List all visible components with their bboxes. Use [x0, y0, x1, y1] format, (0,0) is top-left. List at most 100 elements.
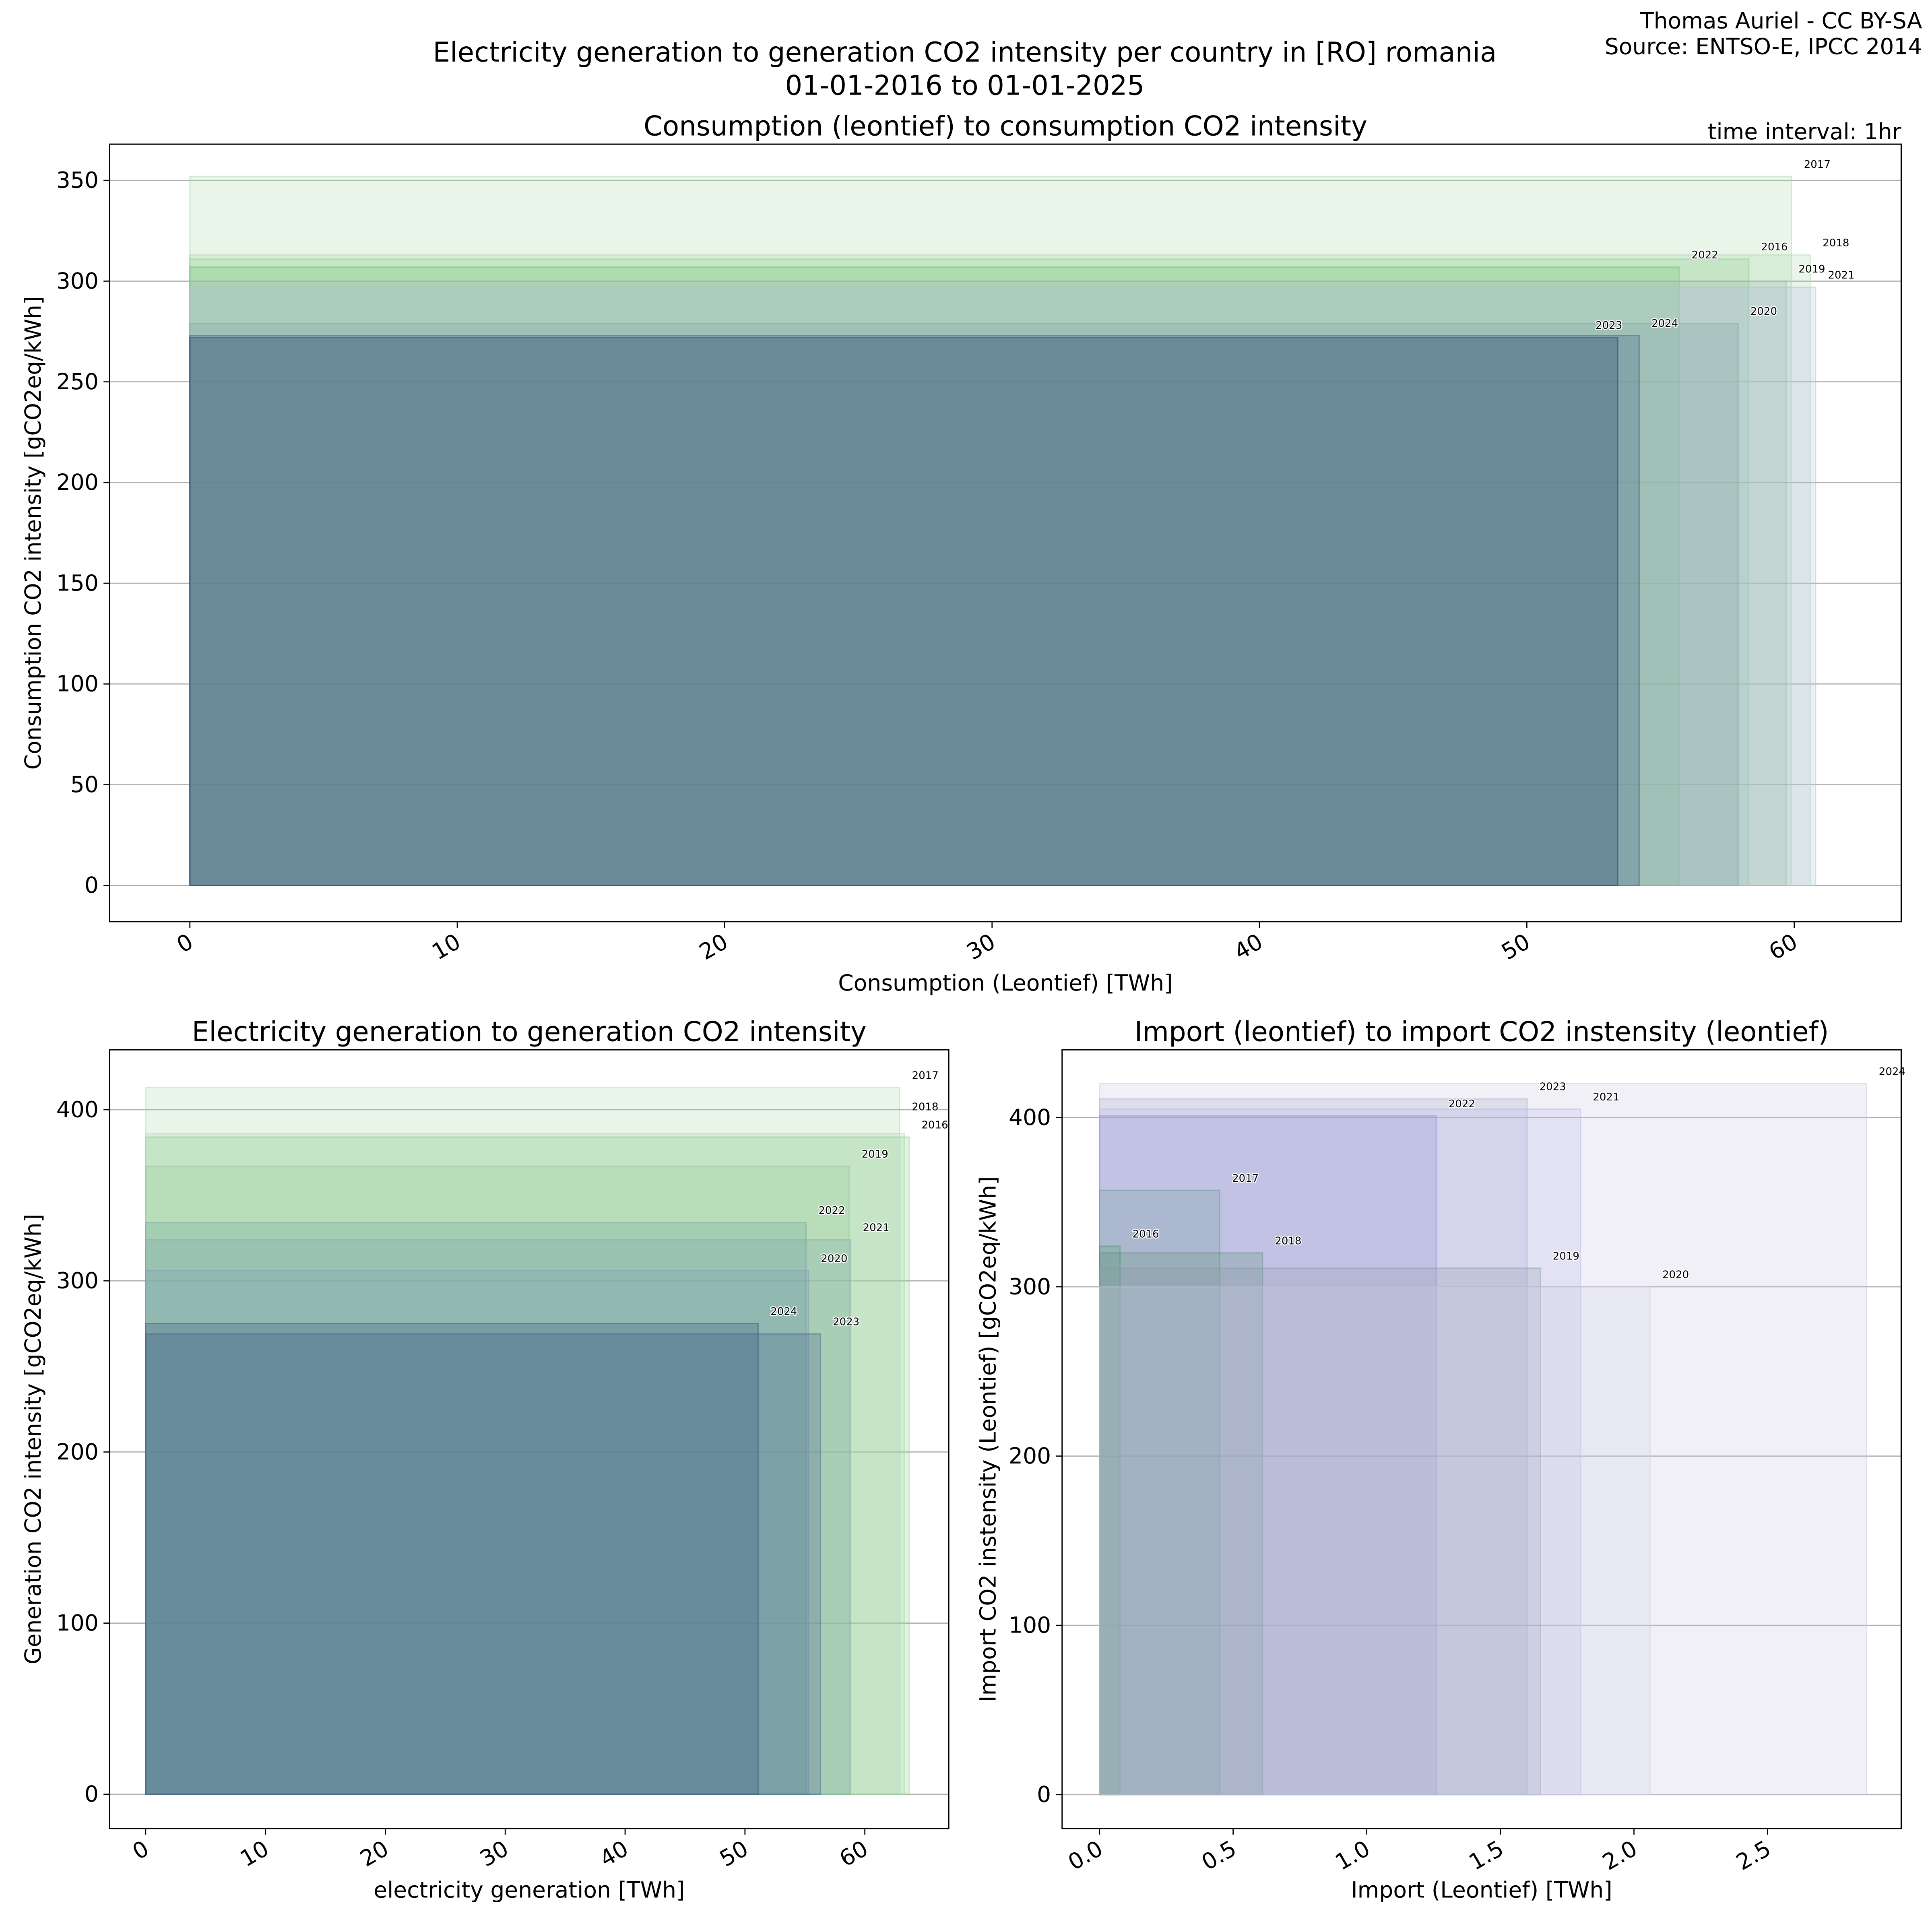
rect-2018	[145, 1133, 905, 1795]
x-tick-label: 20	[355, 1835, 393, 1872]
y-tick-label: 300	[56, 1268, 99, 1294]
rect-2019	[1099, 1267, 1541, 1796]
year-label: 2018	[1823, 237, 1849, 249]
x-tick-label: 0.5	[1197, 1835, 1241, 1875]
year-label: 2022	[1692, 249, 1718, 261]
rect-2021	[189, 286, 1816, 886]
rect-2021	[145, 1239, 851, 1795]
year-label: 2017	[912, 1069, 939, 1082]
x-tick-label: 30	[962, 929, 1000, 965]
x-tick-label: 2.5	[1732, 1835, 1775, 1875]
y-tick-label: 50	[70, 772, 99, 797]
y-axis-label: Consumption CO2 intensity [gCO2eq/kWh]	[20, 296, 46, 770]
axes-frame	[1061, 1049, 1902, 1829]
chart-1: 0501001502002503003502017201820162022201…	[20, 110, 1902, 996]
year-label: 2021	[1593, 1091, 1619, 1103]
x-tick-label: 0	[128, 1835, 153, 1865]
year-label: 2021	[1828, 269, 1854, 281]
axes-frame	[109, 1049, 949, 1829]
y-tick-label: 100	[56, 1610, 99, 1636]
year-label: 2017	[1804, 159, 1831, 171]
y-tick-label: 0	[85, 1781, 99, 1807]
year-label: 2023	[1596, 320, 1622, 332]
year-label: 2018	[1275, 1235, 1301, 1247]
date-range: 01-01-2016 to 01-01-2025	[785, 70, 1144, 101]
rect-2020	[145, 1270, 809, 1795]
time-interval: time interval: 1hr	[1708, 119, 1901, 144]
chart-3: 0100200300400202420232021202220172016201…	[975, 1016, 1906, 1903]
year-label: 2023	[833, 1316, 859, 1328]
x-tick-label: 40	[595, 1835, 633, 1872]
rect-2017	[189, 175, 1792, 886]
rect-2023	[145, 1333, 822, 1795]
rect-2017	[145, 1087, 900, 1795]
x-tick-label: 0.0	[1064, 1835, 1107, 1875]
y-tick-label: 100	[56, 671, 99, 697]
chart-2: 0100200300400201720182016201920222021202…	[20, 1016, 949, 1903]
year-label: 2020	[1662, 1269, 1689, 1281]
rect-2018	[189, 254, 1811, 886]
chart-title: Import (leontief) to import CO2 instensi…	[1135, 1016, 1829, 1048]
rect-2017	[1099, 1189, 1221, 1796]
rect-2019	[189, 280, 1787, 886]
x-tick-label: 50	[715, 1835, 753, 1872]
y-tick-label: 400	[1009, 1104, 1051, 1130]
x-tick-label: 10	[236, 1835, 273, 1872]
x-tick-label: 30	[475, 1835, 513, 1872]
y-tick-label: 0	[1037, 1781, 1051, 1807]
rect-2022	[145, 1222, 807, 1795]
y-tick-label: 150	[56, 570, 99, 596]
year-label: 2019	[1553, 1250, 1579, 1262]
rect-2020	[1099, 1286, 1651, 1796]
x-tick-label: 50	[1497, 929, 1534, 965]
rect-2021	[1099, 1108, 1581, 1796]
rect-2016	[1099, 1245, 1121, 1796]
x-tick-label: 40	[1230, 929, 1267, 965]
figure-title: Electricity generation to generation CO2…	[433, 36, 1496, 68]
rect-2019	[145, 1165, 850, 1795]
year-label: 2019	[1798, 263, 1825, 275]
x-axis-label: Consumption (Leontief) [TWh]	[838, 970, 1172, 996]
year-label: 2018	[912, 1101, 938, 1113]
rect-2024	[189, 335, 1640, 886]
x-tick-label: 0	[172, 929, 197, 958]
year-label: 2016	[921, 1119, 948, 1131]
rect-2018	[1099, 1252, 1263, 1796]
year-label: 2020	[1750, 305, 1777, 318]
year-label: 2022	[1449, 1098, 1475, 1110]
y-tick-label: 200	[56, 1439, 99, 1465]
rect-2022	[189, 266, 1680, 886]
credit: Thomas Auriel - CC BY-SA	[1640, 8, 1922, 33]
x-axis-label: Import (Leontief) [TWh]	[1351, 1877, 1612, 1903]
x-axis-label: electricity generation [TWh]	[374, 1877, 685, 1903]
y-tick-label: 200	[1009, 1443, 1051, 1469]
rect-2023	[1099, 1098, 1528, 1796]
x-tick-label: 60	[1765, 929, 1802, 965]
y-tick-label: 300	[56, 268, 99, 294]
year-label: 2022	[818, 1205, 845, 1217]
rect-2022	[1099, 1115, 1437, 1796]
y-tick-label: 300	[1009, 1274, 1051, 1299]
x-tick-label: 1.0	[1331, 1835, 1374, 1875]
x-tick-label: 60	[835, 1835, 873, 1872]
y-axis-label: Import CO2 instensity (Leontief) [gCO2eq…	[975, 1176, 1001, 1702]
source: Source: ENTSO-E, IPCC 2014	[1605, 34, 1922, 60]
x-tick-label: 1.5	[1464, 1835, 1508, 1875]
y-tick-label: 0	[85, 872, 99, 898]
year-label: 2023	[1540, 1081, 1566, 1093]
y-tick-label: 100	[1009, 1612, 1051, 1638]
y-tick-label: 250	[56, 369, 99, 394]
chart-title: Consumption (leontief) to consumption CO…	[644, 110, 1367, 142]
y-axis-label: Generation CO2 intensity [gCO2eq/kWh]	[20, 1214, 46, 1664]
rect-2023	[189, 337, 1618, 886]
y-tick-label: 350	[56, 167, 99, 193]
year-label: 2024	[770, 1306, 797, 1318]
year-label: 2016	[1761, 241, 1788, 253]
axes-frame	[109, 143, 1902, 923]
x-tick-label: 10	[427, 929, 465, 965]
year-label: 2021	[863, 1222, 890, 1234]
rect-2020	[189, 323, 1739, 886]
rect-2016	[189, 258, 1750, 886]
year-label: 2020	[821, 1253, 847, 1265]
x-tick-label: 2.0	[1598, 1835, 1641, 1875]
